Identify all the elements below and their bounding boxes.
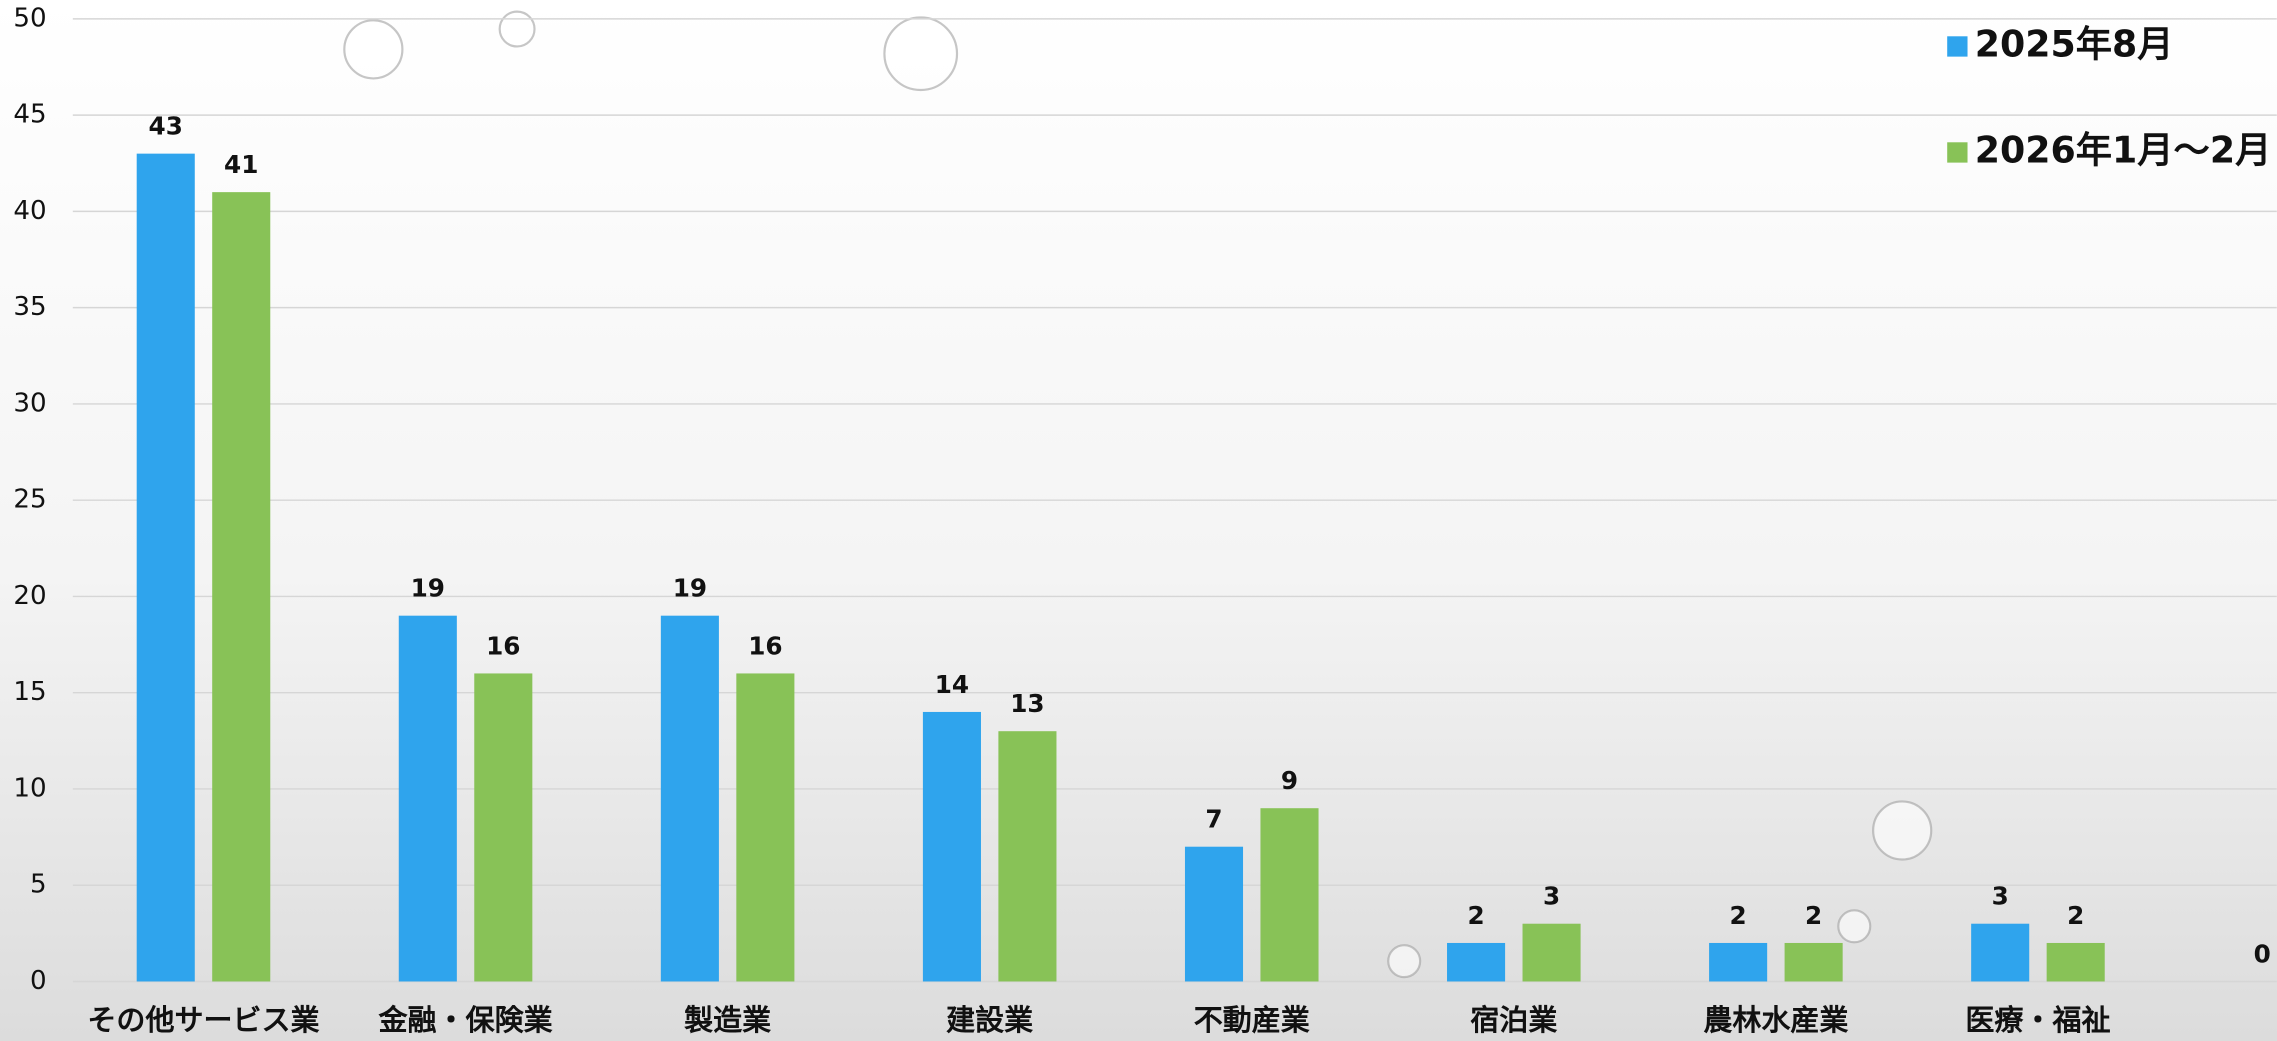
decoration — [343, 10, 1933, 979]
value-label: 19 — [673, 574, 707, 603]
bar — [736, 673, 795, 982]
bar — [1447, 942, 1506, 982]
value-label: 2 — [1467, 901, 1484, 930]
x-tick-label: 金融・保険業 — [378, 1003, 553, 1037]
value-label: 43 — [149, 112, 183, 141]
x-tick-label: 宿泊業 — [1470, 1003, 1557, 1037]
y-tick-label: 45 — [13, 100, 46, 130]
value-label: 16 — [486, 631, 520, 660]
bar — [1971, 923, 2030, 982]
bar — [660, 615, 719, 982]
y-tick-label: 20 — [13, 581, 46, 611]
y-tick-label: 25 — [13, 485, 46, 515]
value-label: 3 — [1992, 882, 2009, 911]
x-tick-label: 製造業 — [684, 1003, 771, 1037]
x-tick-label: 医療・福祉 — [1965, 1003, 2110, 1037]
y-tick-label: 0 — [30, 966, 47, 996]
bar — [1784, 942, 1843, 982]
value-label: 3 — [1543, 882, 1560, 911]
legend-swatch — [1947, 142, 1968, 163]
bar — [136, 153, 195, 982]
bar — [2046, 942, 2105, 982]
bar — [398, 615, 457, 982]
value-label: 2 — [2067, 901, 2084, 930]
value-label: 7 — [1205, 805, 1222, 834]
y-tick-label: 50 — [13, 3, 46, 33]
y-tick-label: 10 — [13, 773, 46, 803]
value-label: 2 — [1730, 901, 1747, 930]
value-label: 9 — [1281, 766, 1298, 795]
x-tick-label: 農林水産業 — [1703, 1003, 1848, 1037]
value-label: 14 — [935, 670, 969, 699]
x-tick-label: 建設業 — [946, 1003, 1033, 1037]
bar — [212, 192, 271, 982]
bar — [474, 673, 533, 982]
legend-label: 2025年8月 — [1975, 22, 2174, 65]
y-tick-label: 35 — [13, 292, 46, 322]
x-tick-label: その他サービス業 — [87, 1003, 319, 1037]
value-label: 2 — [1805, 901, 1822, 930]
legend-label: 2026年1月～2月 — [1975, 128, 2272, 171]
bar — [1522, 923, 1581, 982]
y-tick-label: 40 — [13, 196, 46, 226]
value-label: 13 — [1010, 689, 1044, 718]
value-label: 0 — [2254, 939, 2271, 968]
x-tick-label: 不動産業 — [1194, 1003, 1310, 1037]
bar — [922, 711, 981, 982]
bar — [1184, 846, 1244, 982]
y-tick-label: 30 — [13, 388, 46, 418]
value-label: 16 — [748, 631, 782, 660]
value-label: 19 — [411, 574, 445, 603]
bar — [998, 731, 1057, 982]
y-tick-label: 5 — [30, 870, 47, 900]
y-tick-label: 15 — [13, 677, 46, 707]
value-label: 41 — [224, 150, 258, 179]
bar — [1709, 942, 1768, 982]
bar — [1260, 808, 1319, 982]
legend-swatch — [1947, 36, 1968, 57]
